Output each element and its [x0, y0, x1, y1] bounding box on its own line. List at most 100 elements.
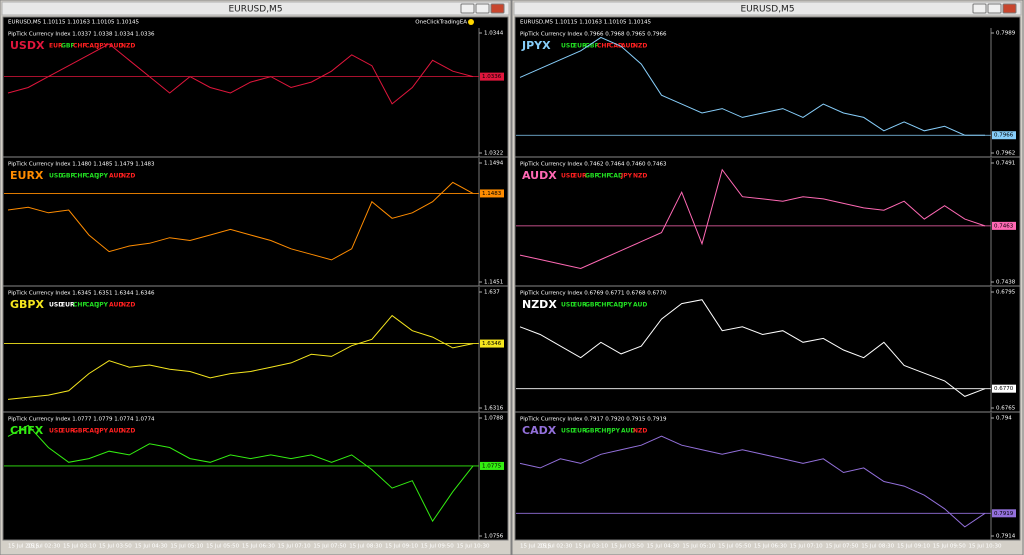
price-label: 0.7966 [994, 133, 1014, 139]
time-label: 15 Jul 03:10 [63, 544, 96, 550]
y-tick-label: 0.7491 [996, 161, 1015, 167]
time-label: 15 Jul 06:30 [754, 544, 787, 550]
time-label: 15 Jul 03:50 [611, 544, 644, 550]
close-button[interactable] [490, 3, 505, 14]
title-bar [513, 1, 1022, 16]
time-label: 15 Jul 2015 [8, 544, 40, 550]
currency-code: GBP [61, 43, 75, 50]
currency-code: JPY [620, 173, 633, 180]
currency-code: CHF [597, 173, 611, 180]
currency-code: AUD [109, 43, 123, 50]
currency-code: USD [49, 173, 63, 180]
ea-icon [468, 19, 474, 25]
y-tick-label: 0.7962 [996, 151, 1015, 157]
time-label: 15 Jul 05:10 [682, 544, 715, 550]
chart-info: EURUSD,M5 1.10115 1.10163 1.10105 1.1014… [520, 20, 652, 26]
price-label: 1.1483 [482, 191, 502, 197]
price-label: 0.7919 [994, 511, 1014, 517]
price-label: 1.0775 [482, 463, 502, 469]
price-label: 0.6770 [994, 386, 1014, 392]
currency-code: EUR [573, 428, 587, 435]
time-label: 15 Jul 06:30 [242, 544, 275, 550]
y-tick-label: 1.0756 [484, 534, 504, 540]
currency-code: AUD [109, 173, 123, 180]
currency-code: NZD [633, 428, 647, 435]
currency-code: CHF [597, 302, 611, 309]
index-line [7, 43, 474, 105]
minimize-button[interactable] [460, 3, 475, 14]
index-line [519, 299, 986, 397]
index-line [519, 168, 986, 270]
currency-code: CAD [85, 428, 99, 435]
currency-code: NZD [121, 302, 135, 309]
window-title: EURUSD,M5 [740, 5, 794, 15]
currency-code: EUR [573, 43, 587, 50]
currency-code: GBP [585, 302, 599, 309]
maximize-button[interactable] [475, 3, 490, 14]
currency-code: AUD [621, 43, 635, 50]
index-line [7, 181, 474, 261]
currency-code: EUR [573, 302, 587, 309]
y-tick-label: 1.6316 [484, 406, 504, 412]
indicator-header: PipTick Currency Index 0.7917 0.7920 0.7… [520, 417, 667, 423]
currency-code: GBP [73, 428, 87, 435]
currency-code: CAD [85, 173, 99, 180]
currency-code: EUR [573, 173, 587, 180]
price-label-box [992, 221, 1016, 230]
currency-code: CHF [73, 43, 87, 50]
currency-code: JPY [96, 428, 109, 435]
currency-code: USD [49, 428, 63, 435]
currency-code: EUR [61, 428, 75, 435]
currency-code: AUD [633, 302, 647, 309]
time-label: 15 Jul 05:50 [718, 544, 751, 550]
close-button[interactable] [1002, 3, 1017, 14]
y-tick-label: 1.0322 [484, 151, 503, 157]
currency-code: CAD [609, 173, 623, 180]
y-tick-label: 0.7914 [996, 534, 1016, 540]
currency-index-label: EURX [10, 169, 44, 182]
y-tick-label: 0.794 [996, 416, 1012, 422]
time-label: 15 Jul 09:50 [933, 544, 966, 550]
currency-code: EUR [61, 302, 75, 309]
y-tick-label: 0.6765 [996, 406, 1016, 412]
index-line [519, 435, 986, 528]
time-label: 15 Jul 02:30 [27, 544, 60, 550]
time-label: 15 Jul 09:10 [897, 544, 930, 550]
time-label: 15 Jul 08:30 [861, 544, 894, 550]
time-label: 15 Jul 03:50 [99, 544, 132, 550]
currency-code: USD [561, 43, 575, 50]
time-label: 15 Jul 10:30 [969, 544, 1002, 550]
currency-code: GBP [585, 428, 599, 435]
currency-code: USD [49, 302, 63, 309]
currency-index-label: JPYX [521, 39, 551, 52]
index-line [7, 314, 474, 400]
indicator-header: PipTick Currency Index 0.7966 0.7968 0.7… [520, 32, 667, 38]
price-label: 0.7463 [994, 223, 1014, 229]
time-label: 15 Jul 07:10 [790, 544, 823, 550]
currency-code: JPY [96, 173, 109, 180]
currency-code: GBP [585, 173, 599, 180]
time-label: 15 Jul 03:10 [575, 544, 608, 550]
currency-code: GBP [585, 43, 599, 50]
currency-index-label: NZDX [522, 298, 557, 311]
title-bar [1, 1, 510, 16]
currency-code: USD [561, 173, 575, 180]
minimize-button[interactable] [972, 3, 987, 14]
currency-code: JPY [608, 428, 621, 435]
index-line [519, 36, 985, 136]
currency-code: CHF [597, 428, 611, 435]
currency-code: CHF [597, 43, 611, 50]
currency-code: JPY [96, 43, 109, 50]
time-label: 15 Jul 05:50 [206, 544, 239, 550]
currency-index-label: USDX [10, 39, 45, 52]
time-label: 15 Jul 07:50 [313, 544, 346, 550]
currency-code: JPY [620, 302, 633, 309]
indicator-header: PipTick Currency Index 0.7462 0.7464 0.7… [520, 162, 667, 168]
currency-code: USD [561, 428, 575, 435]
indicator-header: PipTick Currency Index 1.0777 1.0779 1.0… [8, 417, 155, 423]
currency-code: GBP [61, 173, 75, 180]
price-label: 1.0336 [482, 74, 502, 80]
currency-code: NZD [633, 173, 647, 180]
maximize-button[interactable] [987, 3, 1002, 14]
